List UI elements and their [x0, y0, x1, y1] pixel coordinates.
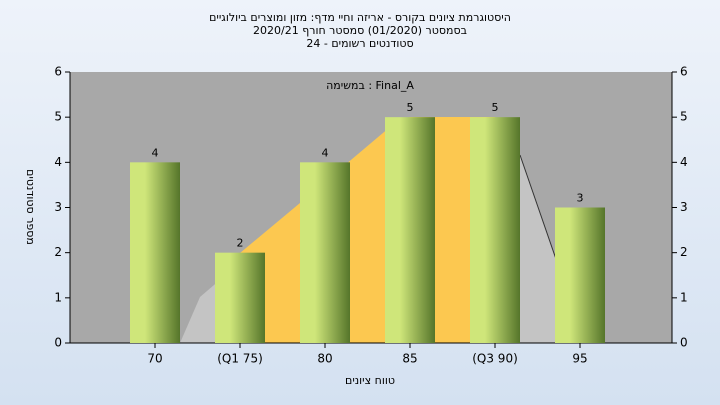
value-label: 2	[237, 237, 244, 250]
value-label: 5	[492, 101, 499, 114]
bar	[385, 117, 435, 344]
annotation: במשימה : Final_A	[326, 79, 414, 92]
value-label: 4	[152, 146, 159, 159]
y2-tick-label: 0	[680, 336, 688, 350]
distribution-edge	[519, 154, 558, 263]
x-tick-label: 70	[147, 352, 162, 366]
y2-tick-label: 1	[680, 290, 688, 304]
title-line: בסמסטר (01/2020) סמסטר חורף 2020/21	[253, 24, 467, 37]
bar	[470, 117, 520, 344]
y-tick-label: 6	[54, 65, 62, 79]
x-tick-label: 95	[572, 352, 587, 366]
x-tick-label: (Q1 75)	[217, 352, 263, 366]
x-tick-label: 80	[317, 352, 332, 366]
x-tick-label: 85	[402, 352, 417, 366]
bar	[130, 162, 180, 343]
value-label: 5	[407, 101, 414, 114]
y2-tick-label: 3	[680, 200, 688, 214]
y-tick-label: 4	[54, 155, 62, 169]
value-label: 3	[577, 192, 584, 205]
y-tick-label: 3	[54, 200, 62, 214]
value-label: 4	[322, 146, 329, 159]
x-axis-label: טווח ציונים	[345, 374, 395, 387]
bar	[300, 162, 350, 343]
y-tick-label: 0	[54, 336, 62, 350]
y2-tick-label: 2	[680, 245, 688, 259]
x-tick-label: (Q3 90)	[472, 352, 518, 366]
y-axis-label: מספר סטודנטים	[24, 169, 37, 245]
y2-tick-label: 5	[680, 110, 688, 124]
title-line: סטודנטים רשומים - 24	[306, 37, 413, 50]
bar	[555, 207, 605, 343]
y-tick-label: 5	[54, 110, 62, 124]
y-tick-label: 2	[54, 245, 62, 259]
bar	[215, 252, 265, 343]
y2-tick-label: 4	[680, 155, 688, 169]
title-line: היסטוגרמת ציונים בקורס - אריזה וחיי מדף:…	[209, 11, 511, 24]
y-tick-label: 1	[54, 290, 62, 304]
y2-tick-label: 6	[680, 65, 688, 79]
title: היסטוגרמת ציונים בקורס - אריזה וחיי מדף:…	[209, 11, 511, 50]
